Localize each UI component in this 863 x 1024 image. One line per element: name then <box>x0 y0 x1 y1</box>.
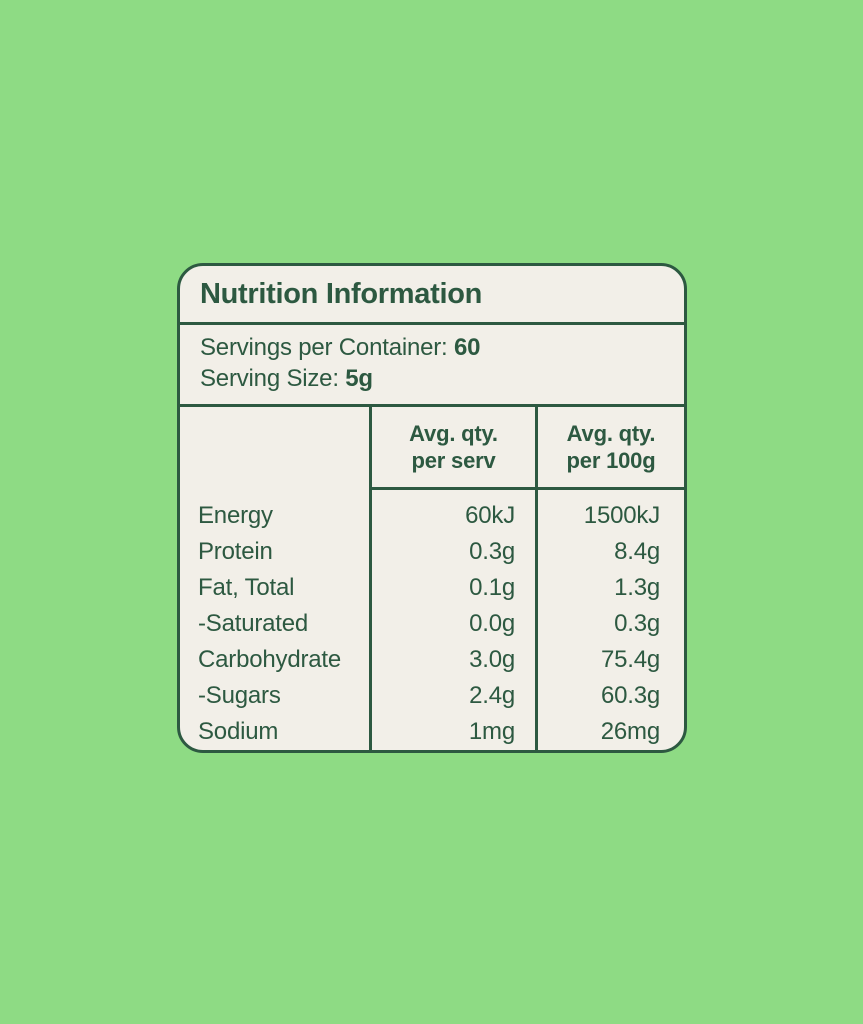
nutrient-label: Carbohydrate <box>198 646 342 673</box>
nutrient-label: Sodium <box>198 718 279 745</box>
nutrition-table: Energy Protein Fat, Total -Saturated Car… <box>180 407 684 750</box>
panel-title: Nutrition Information <box>200 277 483 310</box>
servings-per-container-label: Servings per Container: <box>200 334 454 361</box>
nutrient-label: -Sugars <box>198 682 281 709</box>
value-per-100g: 60.3g <box>600 682 660 709</box>
value-per-serv: 2.4g <box>469 682 515 709</box>
nutrient-label: Energy <box>198 502 273 529</box>
per-serv-header-line1: Avg. qty. <box>409 421 498 446</box>
nutrient-label: Fat, Total <box>198 574 295 601</box>
per-100g-header: Avg. qty. per 100g <box>538 407 684 490</box>
value-per-serv: 3.0g <box>469 646 515 673</box>
value-per-100g: 26mg <box>600 718 660 745</box>
nutrient-label: -Saturated <box>198 610 309 637</box>
value-per-serv: 1mg <box>468 718 515 745</box>
nutrient-label-column: Energy Protein Fat, Total -Saturated Car… <box>180 407 369 750</box>
value-per-100g: 75.4g <box>600 646 660 673</box>
per-100g-header-line2: per 100g <box>566 448 656 473</box>
per-serv-column: Avg. qty. per serv 60kJ 0.3g 0.1g 0.0g 3… <box>369 407 535 750</box>
per-serv-header-line2: per serv <box>411 448 496 473</box>
servings-per-container-line: Servings per Container: 60 <box>200 332 666 363</box>
value-per-100g: 1.3g <box>614 574 660 601</box>
per-100g-column: Avg. qty. per 100g 1500kJ 8.4g 1.3g 0.3g… <box>535 407 684 750</box>
serving-size-line: Serving Size: 5g <box>200 363 666 394</box>
per-100g-header-line1: Avg. qty. <box>566 421 656 446</box>
empty-header-cell <box>180 407 369 490</box>
panel-title-section: Nutrition Information <box>180 266 684 325</box>
nutrient-label: Protein <box>198 538 273 565</box>
serving-size-label: Serving Size: <box>200 365 346 392</box>
serving-size-value: 5g <box>345 365 373 392</box>
nutrition-panel: Nutrition Information Servings per Conta… <box>177 263 687 753</box>
value-per-serv: 60kJ <box>465 502 515 529</box>
value-per-100g: 1500kJ <box>583 502 660 529</box>
value-per-serv: 0.3g <box>469 538 515 565</box>
value-per-serv: 0.0g <box>469 610 515 637</box>
value-per-100g: 0.3g <box>614 610 660 637</box>
value-per-serv: 0.1g <box>469 574 515 601</box>
value-per-100g: 8.4g <box>614 538 660 565</box>
per-serv-header: Avg. qty. per serv <box>372 407 535 490</box>
servings-section: Servings per Container: 60 Serving Size:… <box>180 325 684 407</box>
servings-per-container-value: 60 <box>454 334 481 361</box>
